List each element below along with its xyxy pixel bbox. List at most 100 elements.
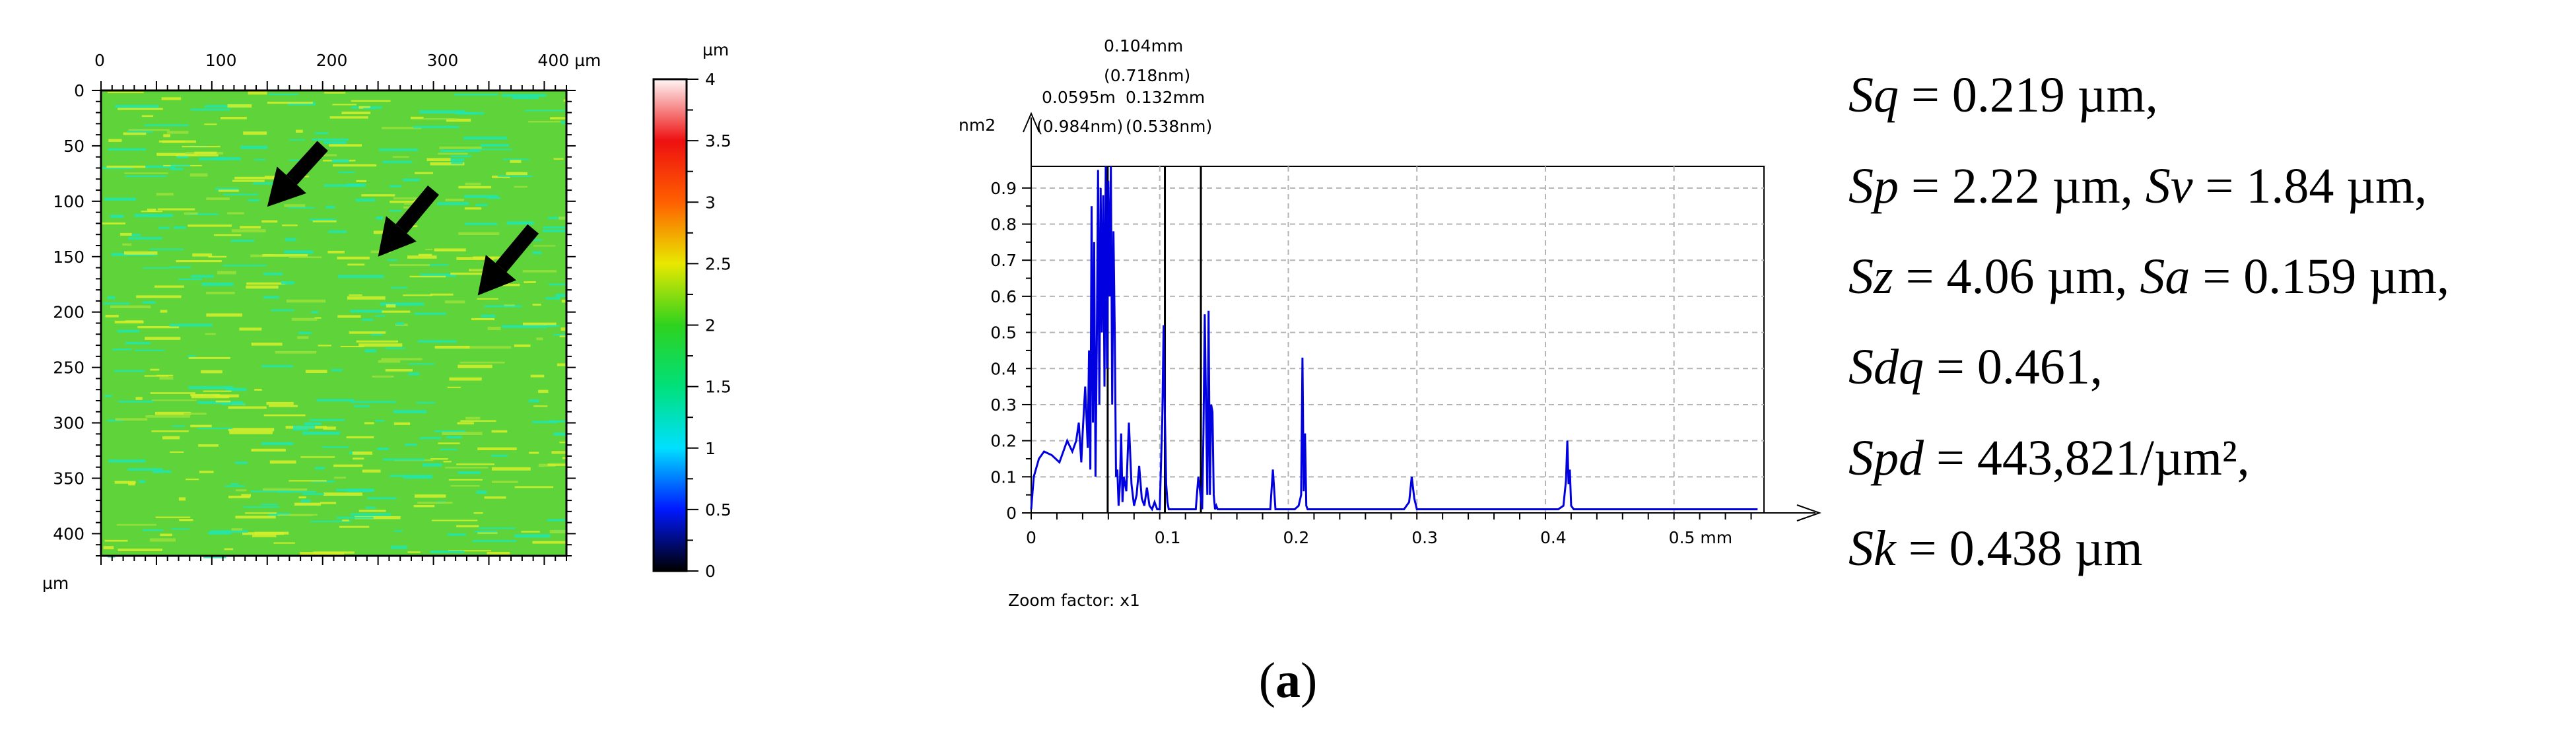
height-map-streak [151,430,189,432]
height-map-streak [173,226,186,229]
height-map-streak [506,221,534,225]
height-map-streak [514,344,531,347]
height-map-streak [364,349,377,352]
height-map-streak [156,193,174,196]
spectrum-x-axis-arrow [1796,504,1822,521]
height-map-streak [101,222,126,225]
height-map-streak [271,309,294,312]
height-map-streak [373,230,384,234]
height-map-streak [492,481,518,483]
height-map-streak [285,238,296,242]
height-map-streak [446,118,471,122]
height-map-streak [471,318,495,321]
height-map-streak [367,497,397,500]
height-map-streak [135,349,165,351]
height-map-streak [484,305,522,308]
height-map-streak [314,132,329,135]
height-map-streak [414,312,446,316]
height-map-streak [403,178,420,182]
height-map-streak [144,375,168,377]
height-map-streak [199,157,225,160]
height-map-streak [122,243,132,246]
height-map-streak [419,436,442,439]
height-map-streak [287,102,316,106]
height-map-streak [268,512,290,516]
height-map-streak [426,158,451,161]
height-map-streak [405,444,417,446]
height-map-streak [125,175,167,178]
height-map-streak [347,296,386,300]
height-map-streak [538,463,556,467]
height-map-streak [454,93,498,96]
height-map-streak [458,364,492,368]
height-map-streak [491,455,508,457]
height-map-streak [351,401,396,403]
height-map-streak [395,322,404,325]
height-map-streak [527,239,542,241]
height-map-streak [289,514,318,516]
height-map-streak [559,335,566,337]
height-map-streak [339,525,370,528]
spectrum-x-tick-label: 0.1 [1155,528,1181,547]
height-map-streak [142,301,156,304]
height-map-streak [551,451,566,454]
height-map-streak [442,432,483,435]
height-map-streak [387,259,397,261]
height-map-streak [217,271,236,275]
height-map-streak [229,430,273,434]
height-map-y-unit: µm [42,574,69,593]
height-map-streak [532,304,541,306]
height-map-streak [261,504,278,506]
height-map-streak [281,281,294,285]
height-map-streak [230,240,255,242]
height-map-streak [470,269,489,271]
arrow-shaft [395,185,440,234]
height-map-streak [363,108,376,110]
height-map-streak [151,399,197,401]
colorbar-tick-label: 0.5 [705,500,731,520]
height-map-y-tick-labels: 0 50 100 150 200 250 300 350 400 [53,81,85,543]
height-map-streak [106,165,146,168]
height-map-streak [261,220,278,223]
height-map-streak [430,293,454,296]
height-map-streak [155,411,191,415]
height-map-streak [124,172,168,174]
height-map-streak [341,112,371,115]
height-map-y-tick-label: 200 [53,303,85,322]
height-map-streak [355,198,376,202]
height-map-streak [351,100,391,102]
height-map-streak [371,333,383,336]
height-map-streak [296,129,303,133]
height-map-streak [389,209,402,212]
height-map-y-tick-label: 150 [53,248,85,267]
height-map-streak [189,173,208,177]
height-map-streak [446,436,462,439]
height-map-streak [277,490,316,493]
height-map-streak [263,296,279,299]
height-map-streak [464,222,498,226]
height-map-streak [491,467,531,471]
height-map-streak [424,264,449,266]
height-map-streak [141,211,163,213]
height-map-streak [263,414,306,417]
height-map-streak [356,340,398,343]
height-map-streak [560,121,566,124]
spectrum-y-axis-arrow [1023,112,1040,133]
height-map-streak [393,422,411,425]
height-map-streak [325,205,335,209]
height-map-streak [510,159,522,163]
height-map-streak [553,432,566,436]
height-map-streak [430,458,448,460]
height-map-streak [188,356,230,359]
height-map-streak [176,154,219,156]
height-map-streak [542,229,566,232]
spectrum-y-tick-label: 0.5 [990,323,1017,343]
height-map-streak [487,197,501,199]
height-map-streak [378,149,419,151]
height-map-streak [134,214,173,217]
height-map-streak [114,320,144,323]
height-map-streak [137,325,180,329]
height-map-streak [385,347,405,349]
height-map-streak [463,195,498,198]
height-map-streak [128,129,170,131]
